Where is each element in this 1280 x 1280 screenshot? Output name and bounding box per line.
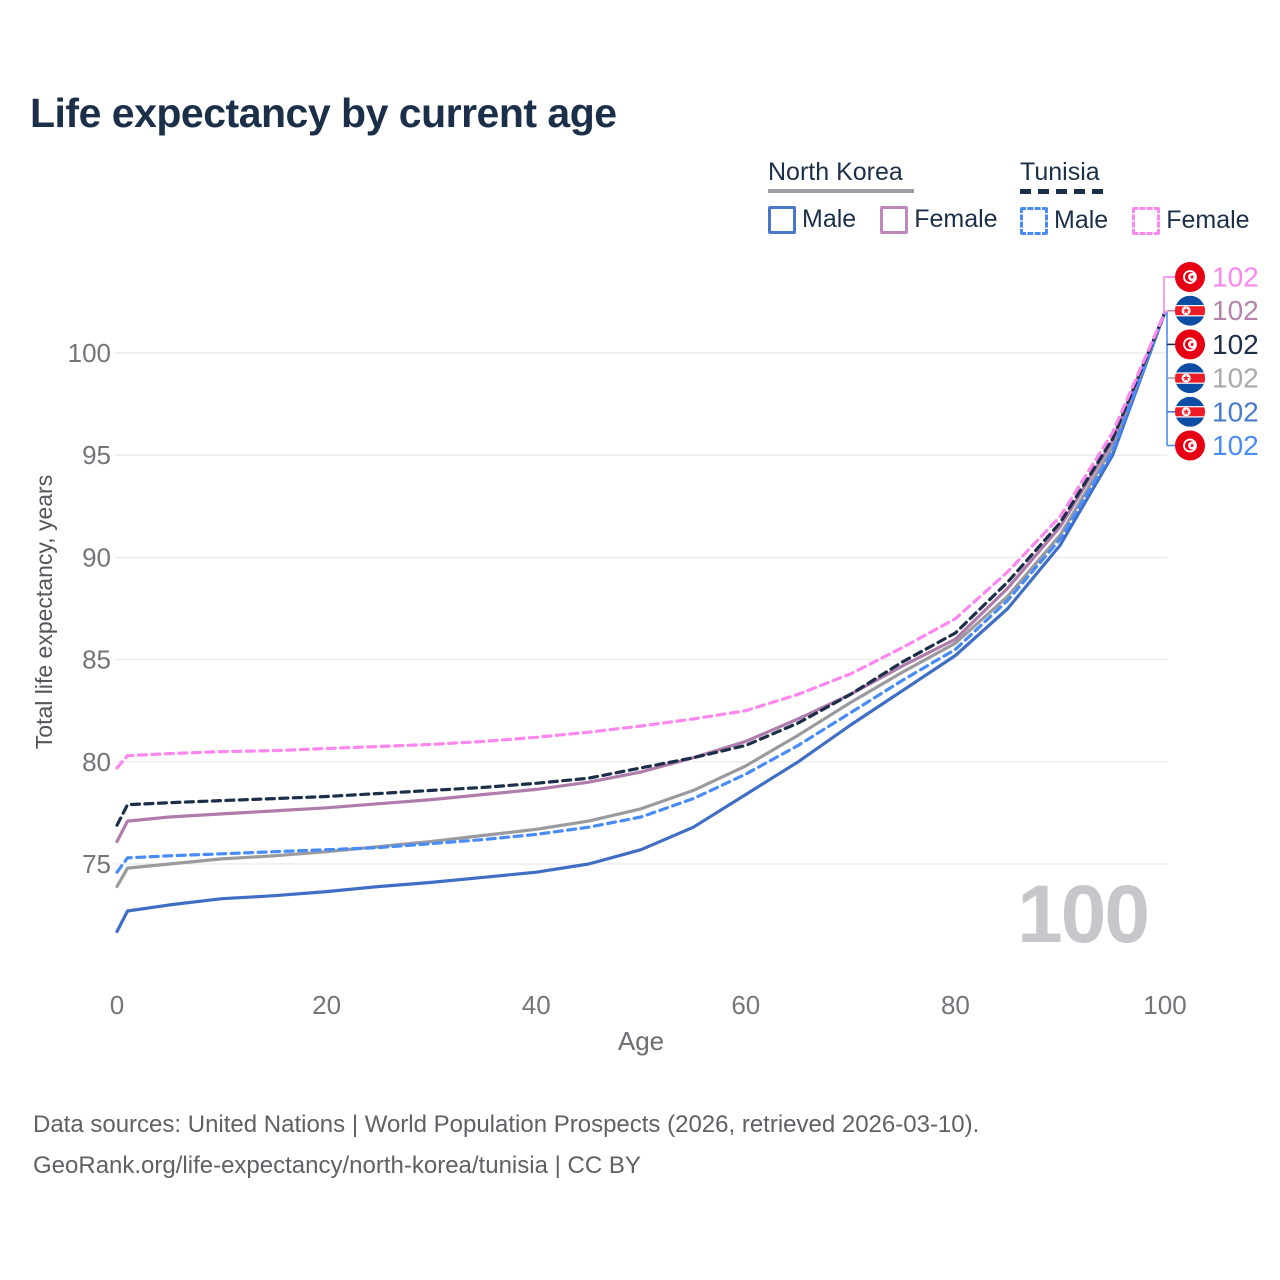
series-line-tunisia-total[interactable] [115, 310, 1167, 827]
footer: Data sources: United Nations | World Pop… [33, 1104, 979, 1186]
end-value-label-tunisia-total: 102 [1212, 329, 1259, 360]
y-tick-label: 75 [82, 849, 111, 879]
nk-male-swatch-icon [768, 205, 796, 234]
north-korea-flag-icon [1175, 396, 1205, 427]
series-line-north-korea-female[interactable] [115, 310, 1167, 844]
legend-item-nk-female[interactable]: Female [880, 205, 998, 234]
x-tick-label: 40 [522, 990, 551, 1020]
age-indicator-watermark: 100 [1017, 869, 1150, 960]
page-title: Life expectancy by current age [30, 90, 617, 136]
end-value-label-tunisia-male: 102 [1212, 430, 1259, 461]
legend-group-north-korea: North Korea Male Female [768, 158, 998, 234]
y-tick-label: 80 [82, 747, 111, 777]
x-axis-title: Age [617, 1026, 665, 1056]
y-axis-title: Total life expectancy, years [31, 474, 57, 750]
legend-group-tunisia: Tunisia Male Female [1020, 158, 1250, 235]
x-tick-label: 60 [731, 990, 760, 1020]
north-korea-flag-icon [1175, 363, 1205, 394]
y-tick-label: 85 [82, 645, 111, 675]
tunisia-male-swatch-icon [1020, 206, 1048, 235]
legend-item-tunisia-female[interactable]: Female [1132, 206, 1250, 235]
y-tick-label: 90 [82, 542, 111, 572]
nk-female-swatch-icon [880, 205, 909, 234]
end-value-label-tunisia-female: 102 [1212, 262, 1259, 293]
x-tick-label: 100 [1143, 990, 1186, 1020]
y-tick-label: 95 [82, 440, 111, 470]
legend-label-nk-female: Female [914, 205, 998, 233]
series-line-tunisia-female[interactable] [115, 310, 1167, 770]
legend-label-tunisia-female: Female [1166, 206, 1250, 234]
legend-item-nk-male[interactable]: Male [768, 205, 856, 234]
north-korea-line-style-sample [768, 189, 914, 193]
x-tick-label: 0 [110, 990, 124, 1020]
tunisia-line-style-sample [1020, 189, 1104, 194]
data-source-line: Data sources: United Nations | World Pop… [33, 1111, 980, 1138]
legend-country-tunisia[interactable]: Tunisia [1020, 158, 1100, 186]
legend-item-tunisia-male[interactable]: Male [1020, 206, 1108, 235]
series-line-tunisia-male[interactable] [115, 310, 1167, 874]
north-korea-flag-icon [1175, 295, 1205, 326]
y-tick-label: 100 [68, 338, 111, 368]
end-value-label-north-korea-total: 102 [1212, 363, 1259, 394]
leader-line [1163, 276, 1174, 313]
legend-label-nk-male: Male [802, 205, 857, 233]
tunisia-flag-icon [1175, 262, 1205, 292]
legend-label-tunisia-male: Male [1054, 206, 1109, 234]
tunisia-female-swatch-icon [1132, 206, 1161, 235]
attribution-line[interactable]: GeoRank.org/life-expectancy/north-korea/… [33, 1152, 641, 1179]
x-tick-label: 80 [941, 990, 970, 1020]
end-value-label-north-korea-female: 102 [1212, 295, 1259, 326]
x-tick-label: 20 [312, 990, 341, 1020]
tunisia-flag-icon [1175, 430, 1205, 461]
legend-country-north-korea[interactable]: North Korea [768, 158, 903, 186]
tunisia-flag-icon [1175, 329, 1205, 360]
end-value-label-north-korea-male: 102 [1212, 396, 1259, 427]
series-line-north-korea-male[interactable] [115, 310, 1167, 934]
series-line-north-korea-total[interactable] [115, 310, 1167, 889]
